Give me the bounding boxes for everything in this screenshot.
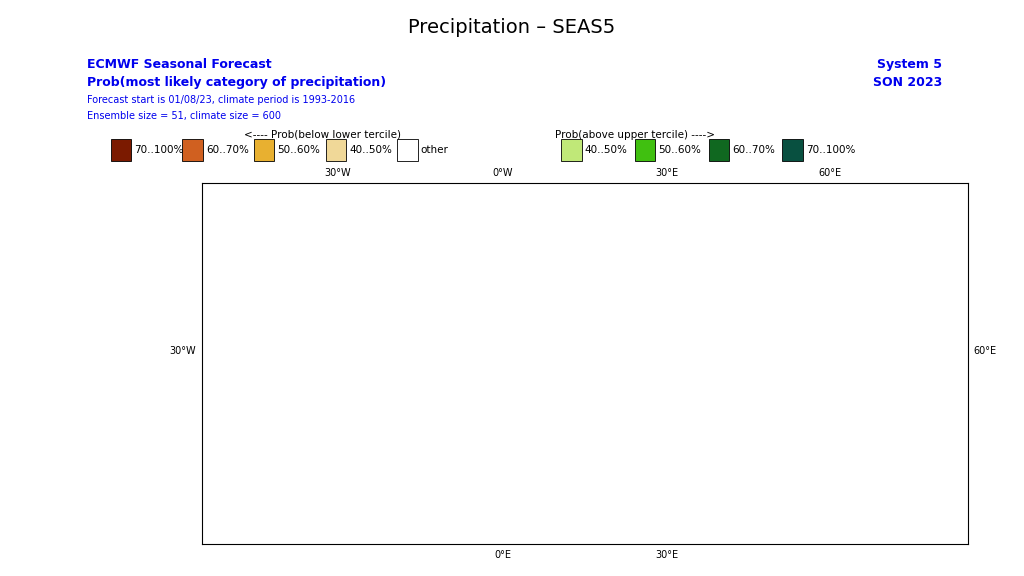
Text: SON 2023: SON 2023: [872, 76, 942, 89]
Text: 60°E: 60°E: [818, 168, 842, 178]
Text: <---- Prob(below lower tercile): <---- Prob(below lower tercile): [244, 130, 401, 139]
Text: Prob(most likely category of precipitation): Prob(most likely category of precipitati…: [87, 76, 386, 89]
Text: 60°E: 60°E: [974, 346, 997, 356]
Text: 30°W: 30°W: [325, 168, 351, 178]
Text: 40..50%: 40..50%: [349, 145, 392, 156]
Text: ECMWF Seasonal Forecast: ECMWF Seasonal Forecast: [87, 58, 271, 71]
Text: 40..50%: 40..50%: [585, 145, 628, 156]
Text: 30°W: 30°W: [169, 346, 196, 356]
Text: 60..70%: 60..70%: [206, 145, 249, 156]
Text: 50..60%: 50..60%: [658, 145, 701, 156]
Text: other: other: [421, 145, 449, 156]
Text: System 5: System 5: [878, 58, 942, 71]
Text: Forecast start is 01/08/23, climate period is 1993-2016: Forecast start is 01/08/23, climate peri…: [87, 95, 355, 105]
Text: 50..60%: 50..60%: [278, 145, 321, 156]
Text: Ensemble size = 51, climate size = 600: Ensemble size = 51, climate size = 600: [87, 111, 281, 120]
Text: 70..100%: 70..100%: [134, 145, 183, 156]
Text: 60..70%: 60..70%: [732, 145, 775, 156]
Text: 0°W: 0°W: [493, 168, 513, 178]
Text: 30°E: 30°E: [655, 168, 678, 178]
Text: Precipitation – SEAS5: Precipitation – SEAS5: [409, 18, 615, 37]
Text: 70..100%: 70..100%: [806, 145, 855, 156]
Text: Prob(above upper tercile) ---->: Prob(above upper tercile) ---->: [555, 130, 715, 139]
Text: 0°E: 0°E: [495, 550, 511, 560]
Text: 30°E: 30°E: [655, 550, 678, 560]
